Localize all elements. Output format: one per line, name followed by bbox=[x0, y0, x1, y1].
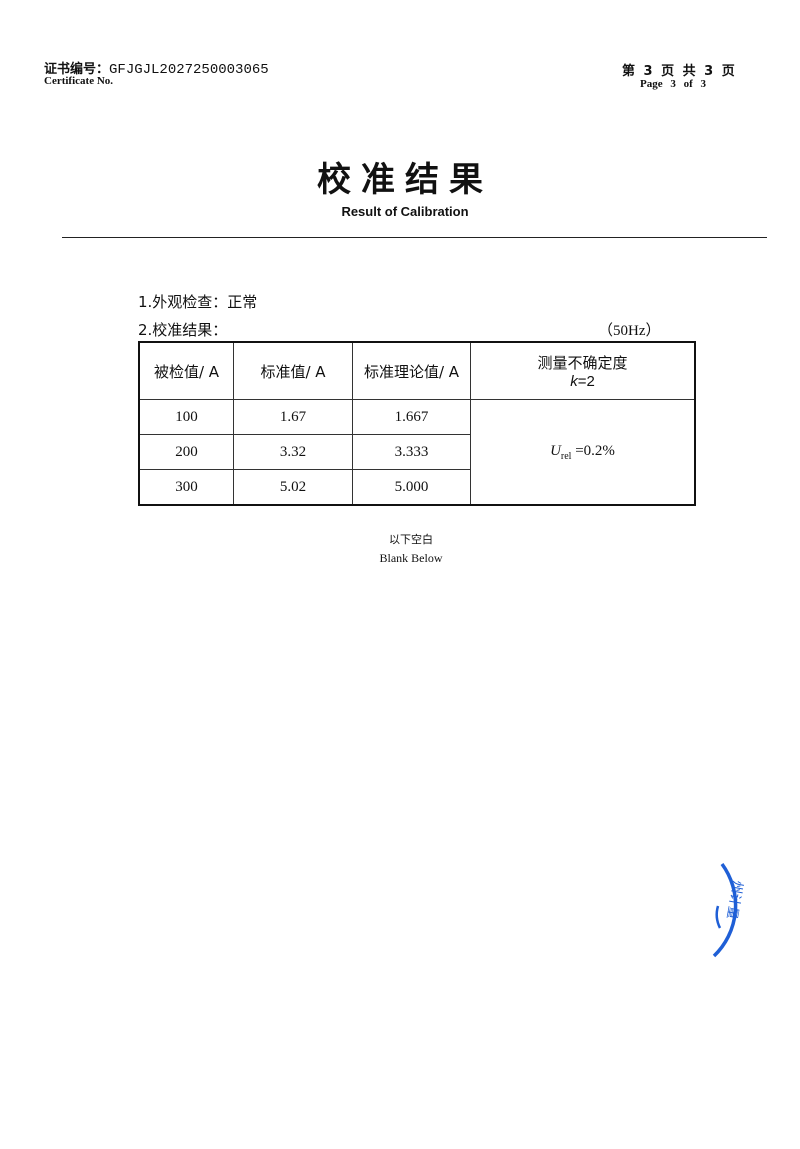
page-subtitle: Result of Calibration bbox=[341, 204, 469, 219]
header-theoretical: 标准理论值/ A bbox=[352, 341, 471, 400]
uncertainty-subscript: rel bbox=[560, 450, 572, 462]
divider bbox=[62, 237, 767, 238]
cell-theoretical: 1.667 bbox=[352, 399, 471, 435]
certificate-label-cn: 证书编号： bbox=[44, 62, 110, 77]
cell-uncertainty: Urel =0.2% bbox=[470, 399, 696, 506]
cell-measured: 300 bbox=[138, 469, 234, 506]
k-label: k bbox=[570, 373, 578, 390]
seal-inner-arc bbox=[715, 905, 722, 929]
official-seal: 州计量 bbox=[712, 862, 745, 958]
page-title: 校准结果 bbox=[317, 160, 493, 200]
blank-below-cn: 以下空白 bbox=[389, 533, 433, 546]
k-value: =2 bbox=[577, 373, 595, 390]
blank-below-en: Blank Below bbox=[379, 551, 443, 565]
header-uncertainty: 测量不确定度 k=2 bbox=[470, 341, 696, 400]
cell-theoretical: 3.333 bbox=[352, 434, 471, 470]
calibration-table: 被检值/ A 标准值/ A 标准理论值/ A 测量不确定度 k=2 100 1.6… bbox=[138, 341, 696, 506]
results-heading: 2.校准结果： bbox=[138, 321, 228, 339]
uncertainty-title: 测量不确定度 bbox=[537, 354, 628, 372]
page-indicator-cn: 第 3 页 共 3 页 bbox=[622, 64, 735, 79]
table-header-row: 被检值/ A 标准值/ A 标准理论值/ A 测量不确定度 k=2 bbox=[138, 341, 696, 400]
seal-outer-arc bbox=[712, 862, 738, 958]
table-row: 300 5.02 5.000 bbox=[138, 469, 695, 506]
certificate-number-value: GFJGJL2027250003065 bbox=[109, 62, 269, 78]
seal-text: 州计量 bbox=[723, 879, 745, 920]
cell-measured: 100 bbox=[138, 399, 234, 435]
appearance-check: 1.外观检查：正常 bbox=[138, 293, 258, 311]
uncertainty-symbol: U bbox=[550, 442, 561, 459]
cell-standard: 5.02 bbox=[233, 469, 353, 506]
cell-standard: 1.67 bbox=[233, 399, 353, 435]
uncertainty-value: =0.2% bbox=[571, 442, 615, 459]
table-row: 200 3.32 3.333 bbox=[138, 434, 695, 470]
cell-standard: 3.32 bbox=[233, 434, 353, 470]
header-standard: 标准值/ A bbox=[233, 341, 353, 400]
certificate-number: 证书编号：GFJGJL2027250003065 bbox=[44, 58, 269, 78]
page-indicator-en: Page 3 of 3 bbox=[640, 78, 707, 90]
cell-theoretical: 5.000 bbox=[352, 469, 471, 506]
header-measured: 被检值/ A bbox=[138, 341, 234, 400]
certificate-label-en: Certificate No. bbox=[44, 75, 114, 87]
cell-measured: 200 bbox=[138, 434, 234, 470]
table-row: 100 1.67 1.667 Urel =0.2% bbox=[138, 399, 696, 506]
frequency-label: （50Hz） bbox=[598, 323, 661, 339]
